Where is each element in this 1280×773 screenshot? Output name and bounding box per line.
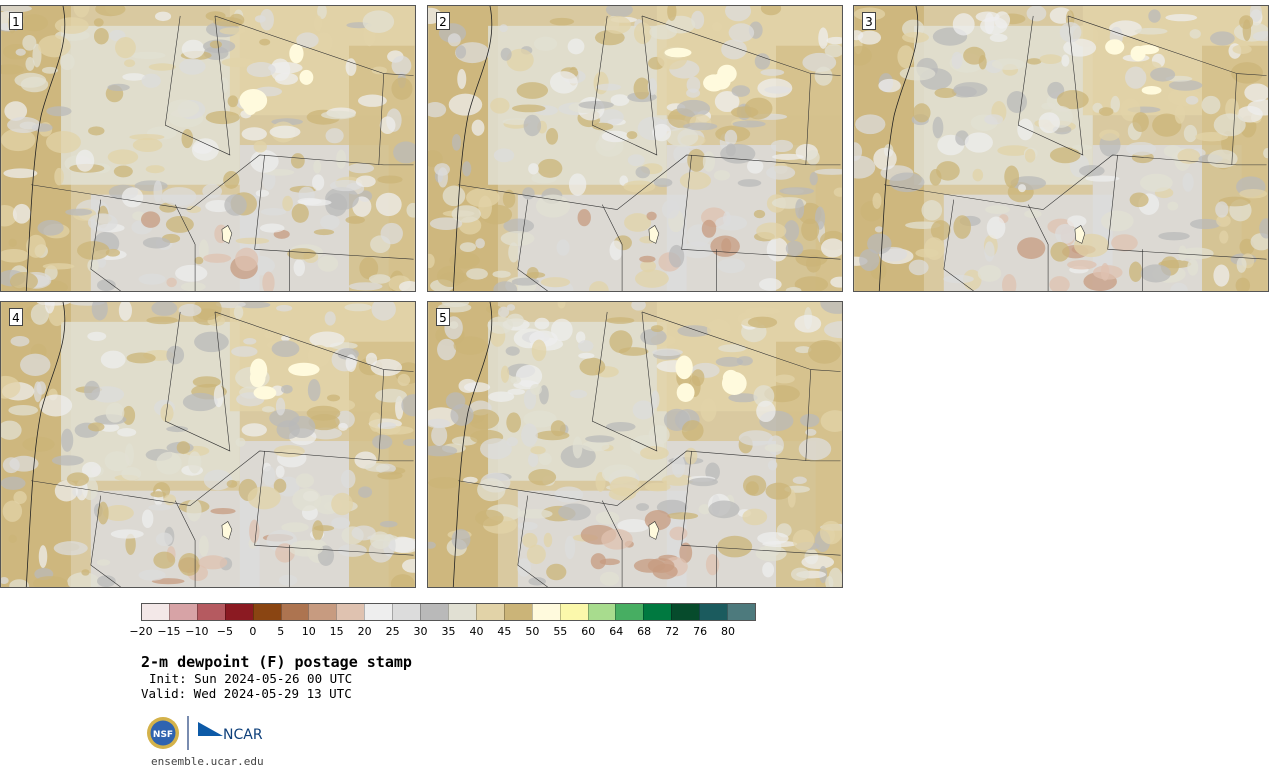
nsf-logo-text: NSF [153, 730, 173, 740]
colorbar-tick-label: −20 [129, 625, 153, 638]
colorbar-swatch [587, 604, 616, 620]
colorbar-swatch [475, 604, 504, 620]
colorbar-tick-label: 10 [301, 625, 316, 638]
colorbar-swatch [280, 604, 309, 620]
dewpoint-map-4 [1, 302, 415, 587]
colorbar-swatch [196, 604, 225, 620]
ncar-logo-icon: NCAR [198, 722, 263, 743]
colorbar [141, 603, 756, 621]
colorbar-tick-label: 50 [525, 625, 540, 638]
colorbar-tick-label: 64 [609, 625, 624, 638]
colorbar-swatch [336, 604, 365, 620]
colorbar-swatch [699, 604, 728, 620]
colorbar-tick-label: 45 [497, 625, 512, 638]
colorbar-swatch [420, 604, 448, 620]
colorbar-swatch [447, 604, 476, 620]
colorbar-swatch [615, 604, 644, 620]
colorbar-tick-label: 40 [469, 625, 484, 638]
dewpoint-map-2 [428, 6, 842, 291]
postage-stamp-panel-5: 5 [427, 301, 843, 588]
colorbar-swatch [308, 604, 337, 620]
colorbar-tick-label: −10 [185, 625, 209, 638]
postage-stamp-panel-1: 1 [0, 5, 416, 292]
valid-time: Valid: Wed 2024-05-29 13 UTC [141, 686, 352, 701]
colorbar-swatch [559, 604, 588, 620]
init-time: Init: Sun 2024-05-26 00 UTC [149, 671, 353, 686]
colorbar-tick-label: 30 [413, 625, 428, 638]
colorbar-tick-label: −5 [216, 625, 233, 638]
colorbar-tick-labels: −20 −15 −10 −5 0 5 10 15 20 25 30 35 40 45 50 55 60 64 68 7… [129, 625, 756, 639]
colorbar-tick-label: 0 [249, 625, 257, 638]
member-label-3: 3 [862, 12, 876, 30]
member-label-2: 2 [436, 12, 450, 30]
colorbar-tick-label: 55 [553, 625, 568, 638]
colorbar-swatch [392, 604, 421, 620]
colorbar-tick-label: 60 [581, 625, 596, 638]
colorbar-tick-label: 35 [441, 625, 456, 638]
dewpoint-map-5 [428, 302, 842, 587]
postage-stamp-panel-2: 2 [427, 5, 843, 292]
dewpoint-map-3 [854, 6, 1268, 291]
colorbar-swatch [727, 604, 755, 620]
member-label-5: 5 [436, 308, 450, 326]
footer-url: ensemble.ucar.edu [151, 755, 264, 768]
dewpoint-map-1 [1, 6, 415, 291]
colorbar-swatch [224, 604, 253, 620]
colorbar-tick-label: 68 [637, 625, 652, 638]
nsf-logo-icon: NSF [147, 717, 179, 749]
colorbar-swatch [168, 604, 197, 620]
colorbar-tick-label: 76 [693, 625, 708, 638]
postage-stamp-panel-4: 4 [0, 301, 416, 588]
colorbar-swatch [531, 604, 560, 620]
ncar-logo-text: NCAR [223, 727, 263, 743]
colorbar-swatch [503, 604, 532, 620]
colorbar-tick-label: −15 [157, 625, 181, 638]
plot-title: 2-m dewpoint (F) postage stamp [141, 653, 412, 671]
colorbar-tick-label: 15 [329, 625, 344, 638]
colorbar-tick-label: 72 [665, 625, 680, 638]
colorbar-tick-label: 20 [357, 625, 372, 638]
colorbar-tick-label: 25 [385, 625, 400, 638]
colorbar-swatch [142, 604, 169, 620]
member-label-1: 1 [9, 12, 23, 30]
colorbar-tick-label: 80 [721, 625, 736, 638]
colorbar-tick-label: 5 [277, 625, 285, 638]
colorbar-swatch [252, 604, 281, 620]
colorbar-swatch [671, 604, 700, 620]
colorbar-swatch [643, 604, 672, 620]
logos: NSF NCAR [147, 716, 263, 750]
member-label-4: 4 [9, 308, 23, 326]
postage-stamp-panel-3: 3 [853, 5, 1269, 292]
colorbar-swatch [364, 604, 393, 620]
